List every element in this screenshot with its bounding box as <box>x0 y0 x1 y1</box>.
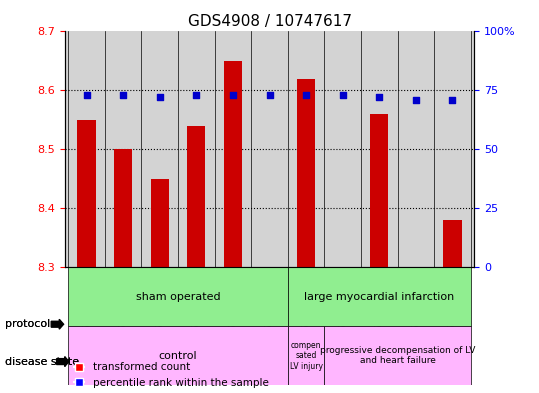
Point <box>338 92 347 98</box>
Point <box>411 97 420 103</box>
Text: disease state: disease state <box>5 356 80 367</box>
FancyBboxPatch shape <box>288 267 471 326</box>
Bar <box>443 220 461 267</box>
Point <box>119 92 128 98</box>
Text: disease state: disease state <box>5 356 80 367</box>
Text: sham operated: sham operated <box>136 292 220 302</box>
Bar <box>78 120 96 267</box>
FancyBboxPatch shape <box>68 267 288 326</box>
Text: protocol: protocol <box>5 319 51 329</box>
Point <box>448 97 457 103</box>
Bar <box>370 114 389 267</box>
FancyBboxPatch shape <box>288 326 324 385</box>
Title: GDS4908 / 10747617: GDS4908 / 10747617 <box>188 14 351 29</box>
Text: large myocardial infarction: large myocardial infarction <box>304 292 454 302</box>
Text: compen
sated
LV injury: compen sated LV injury <box>289 341 322 371</box>
Bar <box>187 126 205 267</box>
Text: control: control <box>159 351 197 361</box>
Bar <box>297 79 315 267</box>
Point <box>155 94 164 101</box>
Legend: transformed count, percentile rank within the sample: transformed count, percentile rank withi… <box>70 358 273 392</box>
Point <box>192 92 201 98</box>
Point <box>375 94 384 101</box>
Point <box>82 92 91 98</box>
Bar <box>114 149 133 267</box>
Bar <box>150 179 169 267</box>
FancyBboxPatch shape <box>68 326 288 385</box>
FancyBboxPatch shape <box>324 326 471 385</box>
Text: progressive decompensation of LV
and heart failure: progressive decompensation of LV and hea… <box>320 346 475 365</box>
Point <box>265 92 274 98</box>
Bar <box>224 61 242 267</box>
Text: protocol: protocol <box>5 319 51 329</box>
Point <box>302 92 310 98</box>
Point <box>229 92 237 98</box>
